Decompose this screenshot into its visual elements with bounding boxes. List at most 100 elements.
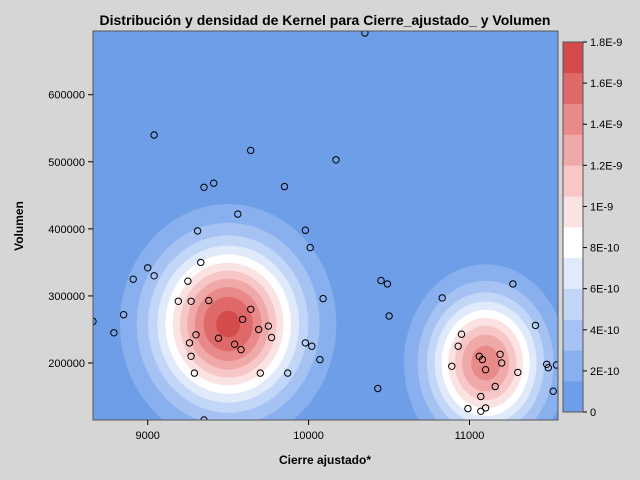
data-point xyxy=(193,227,202,235)
data-point xyxy=(477,407,485,415)
data-point xyxy=(509,280,517,288)
data-point xyxy=(214,334,223,342)
data-point xyxy=(361,31,369,37)
y-axis-label: Volumen xyxy=(12,201,26,251)
density-band xyxy=(471,345,501,381)
legend-swatch xyxy=(563,42,583,74)
data-point xyxy=(200,183,208,192)
data-point xyxy=(301,226,310,234)
data-point xyxy=(174,297,183,305)
data-point xyxy=(150,272,158,280)
data-point xyxy=(187,297,195,305)
data-point xyxy=(319,294,327,303)
legend-swatch xyxy=(563,165,583,197)
data-point xyxy=(552,361,558,369)
legend-label: 1.6E-9 xyxy=(590,78,622,90)
density-contours xyxy=(119,204,558,420)
density-legend: 0 2E-10 4E-10 6E-10 8E-10 1E-9 1.2E-9 1.4E-9 1.6… xyxy=(562,37,622,419)
x-tick-label: 9000 xyxy=(135,430,159,442)
data-point xyxy=(238,315,247,324)
data-point xyxy=(267,333,276,342)
data-point xyxy=(247,146,255,155)
data-point xyxy=(190,369,199,377)
legend-label: 6E-10 xyxy=(590,284,619,296)
y-axis: 200000 300000 400000 500000 600000 xyxy=(48,90,93,370)
chart-title: Distribución y densidad de Kernel para C… xyxy=(100,12,551,28)
data-point xyxy=(316,355,324,364)
y-tick-label: 400000 xyxy=(48,224,85,236)
data-point xyxy=(184,277,192,285)
y-tick-label: 200000 xyxy=(48,358,85,370)
data-point xyxy=(192,331,200,339)
x-axis-label: Cierre ajustado* xyxy=(279,453,371,467)
data-point xyxy=(197,258,205,267)
data-point xyxy=(481,366,490,374)
density-band xyxy=(216,310,241,338)
data-point xyxy=(438,294,446,302)
data-point xyxy=(247,305,255,313)
legend-swatch xyxy=(563,196,583,228)
data-point xyxy=(457,330,466,338)
data-point xyxy=(119,311,128,319)
plot-area xyxy=(93,31,558,420)
x-tick-label: 10000 xyxy=(293,430,324,442)
data-point xyxy=(144,264,152,272)
plot-frame xyxy=(92,30,559,421)
data-point xyxy=(264,322,273,330)
legend-swatch xyxy=(563,288,583,320)
x-axis: 9000 10000 11000 xyxy=(135,420,484,442)
legend-swatch xyxy=(563,227,583,259)
legend-swatch xyxy=(563,72,583,104)
legend-label: 4E-10 xyxy=(590,325,619,337)
data-point xyxy=(543,360,551,368)
data-point xyxy=(448,362,456,370)
legend-label: 1.8E-9 xyxy=(590,37,622,49)
data-point xyxy=(230,340,239,348)
data-point xyxy=(150,131,158,139)
legend-label: 1E-9 xyxy=(590,201,613,213)
data-point xyxy=(234,210,242,218)
data-point xyxy=(308,342,316,350)
legend-swatch xyxy=(563,103,583,135)
data-point xyxy=(210,179,218,187)
data-point xyxy=(491,382,499,391)
data-point xyxy=(110,329,118,337)
data-point xyxy=(478,355,487,364)
data-point xyxy=(185,339,194,347)
data-point xyxy=(464,404,472,413)
data-point xyxy=(255,325,263,334)
data-point xyxy=(256,369,264,377)
data-point xyxy=(205,296,213,305)
legend-label: 1.2E-9 xyxy=(590,160,622,172)
legend-swatch xyxy=(563,381,583,413)
data-point xyxy=(544,364,552,372)
data-point xyxy=(477,392,485,401)
legend-swatch xyxy=(563,319,583,351)
data-point xyxy=(187,352,195,360)
data-point xyxy=(531,321,540,330)
data-point xyxy=(496,350,504,358)
data-point xyxy=(306,243,314,252)
y-tick-label: 300000 xyxy=(48,291,85,303)
legend-label: 2E-10 xyxy=(590,366,619,378)
legend-swatch xyxy=(563,257,583,289)
legend-swatch xyxy=(563,350,583,382)
data-point xyxy=(332,156,340,164)
data-point xyxy=(549,387,557,395)
data-point xyxy=(383,280,392,288)
x-tick-label: 11000 xyxy=(455,430,485,442)
data-point xyxy=(377,276,385,285)
legend-label: 1.4E-9 xyxy=(590,119,622,131)
legend-frame xyxy=(562,41,584,413)
data-point xyxy=(481,404,490,412)
data-point xyxy=(280,182,289,191)
legend-swatch xyxy=(563,134,583,166)
scatter-points xyxy=(93,31,558,420)
data-point xyxy=(284,369,292,377)
data-point xyxy=(498,359,506,367)
legend-label: 0 xyxy=(590,407,596,419)
data-point xyxy=(237,345,245,354)
data-point xyxy=(374,384,382,393)
data-point xyxy=(454,342,462,350)
